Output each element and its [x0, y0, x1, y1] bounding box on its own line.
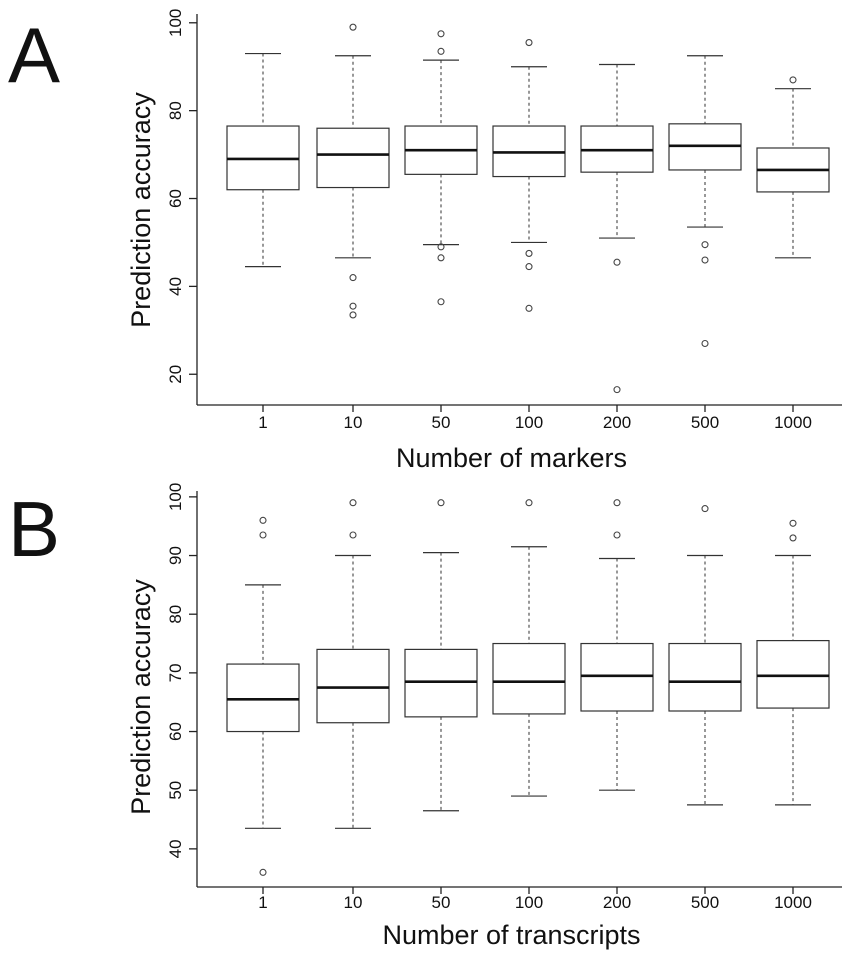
box-group-1 [226, 52, 300, 268]
outlier-point [259, 868, 267, 876]
outlier-point [259, 516, 267, 524]
box-iqr [668, 642, 742, 712]
x-tick-label: 500 [691, 893, 719, 912]
box-iqr [226, 663, 300, 733]
outlier-point [349, 499, 357, 507]
x-tick-label: 10 [344, 893, 363, 912]
outlier-point [525, 249, 533, 257]
x-axis-title: Number of markers [396, 443, 627, 473]
outlier-point [349, 23, 357, 31]
outlier-point [437, 254, 445, 262]
panel-letter: B [8, 485, 60, 573]
box-iqr [756, 639, 830, 709]
y-tick-label: 60 [166, 722, 185, 741]
box-iqr [316, 127, 390, 189]
y-tick-label: 100 [166, 9, 185, 37]
outlier-point [349, 302, 357, 310]
x-tick-label: 1000 [774, 413, 812, 432]
y-tick-label: 20 [166, 365, 185, 384]
y-tick-label: 80 [166, 101, 185, 120]
outlier-point [437, 499, 445, 507]
outlier-point [525, 263, 533, 271]
box-group-200 [580, 63, 654, 394]
outlier-point [437, 243, 445, 251]
outlier-point [525, 39, 533, 47]
x-tick-label: 100 [515, 413, 543, 432]
y-tick-label: 60 [166, 189, 185, 208]
outlier-point [701, 241, 709, 249]
y-tick-label: 70 [166, 663, 185, 682]
box-group-200 [580, 499, 654, 791]
box-group-10 [316, 499, 390, 829]
outlier-point [525, 304, 533, 312]
outlier-point [613, 531, 621, 539]
y-tick-label: 90 [166, 546, 185, 565]
panel-letter: A [8, 11, 60, 99]
x-tick-label: 1 [258, 893, 267, 912]
outlier-point [613, 258, 621, 266]
box-iqr [580, 642, 654, 712]
x-axis-title: Number of transcripts [382, 920, 640, 950]
box-group-100 [492, 499, 566, 797]
outlier-point [437, 30, 445, 38]
y-tick-label: 40 [166, 839, 185, 858]
outlier-point [789, 534, 797, 542]
y-axis-title: Prediction accuracy [126, 92, 156, 328]
x-tick-label: 50 [432, 413, 451, 432]
outlier-point [349, 531, 357, 539]
box-iqr [404, 648, 478, 718]
box-group-1000 [756, 519, 830, 806]
outlier-point [701, 505, 709, 513]
box-group-10 [316, 23, 390, 319]
x-tick-label: 50 [432, 893, 451, 912]
box-iqr [492, 642, 566, 715]
outlier-point [789, 76, 797, 84]
outlier-point [525, 499, 533, 507]
y-tick-label: 100 [166, 483, 185, 511]
outlier-point [701, 339, 709, 348]
y-axis-title: Prediction accuracy [126, 579, 156, 815]
box-group-1000 [756, 76, 830, 259]
box-group-50 [404, 499, 478, 812]
box-group-1 [226, 516, 300, 876]
panel-a-chart: A 20 40 60 80 100 1 10 50 100 200 500 1000 Number of … [8, 9, 842, 473]
outlier-point [437, 298, 445, 306]
box-group-100 [492, 39, 566, 312]
x-tick-label: 100 [515, 893, 543, 912]
outlier-point [613, 386, 621, 394]
x-tick-label: 1 [258, 413, 267, 432]
outlier-point [349, 311, 357, 319]
y-tick-label: 40 [166, 277, 185, 296]
box-group-500 [668, 505, 742, 806]
y-tick-label: 50 [166, 781, 185, 800]
outlier-point [349, 274, 357, 282]
outlier-point [789, 519, 797, 527]
x-tick-label: 200 [603, 893, 631, 912]
outlier-point [613, 499, 621, 507]
outlier-point [259, 531, 267, 539]
x-tick-label: 1000 [774, 893, 812, 912]
x-tick-label: 500 [691, 413, 719, 432]
box-iqr [316, 648, 390, 724]
x-tick-label: 10 [344, 413, 363, 432]
x-tick-label: 200 [603, 413, 631, 432]
y-tick-label: 80 [166, 605, 185, 624]
outlier-point [437, 47, 445, 55]
outlier-point [701, 256, 709, 264]
box-group-50 [404, 30, 478, 306]
box-group-500 [668, 55, 742, 348]
